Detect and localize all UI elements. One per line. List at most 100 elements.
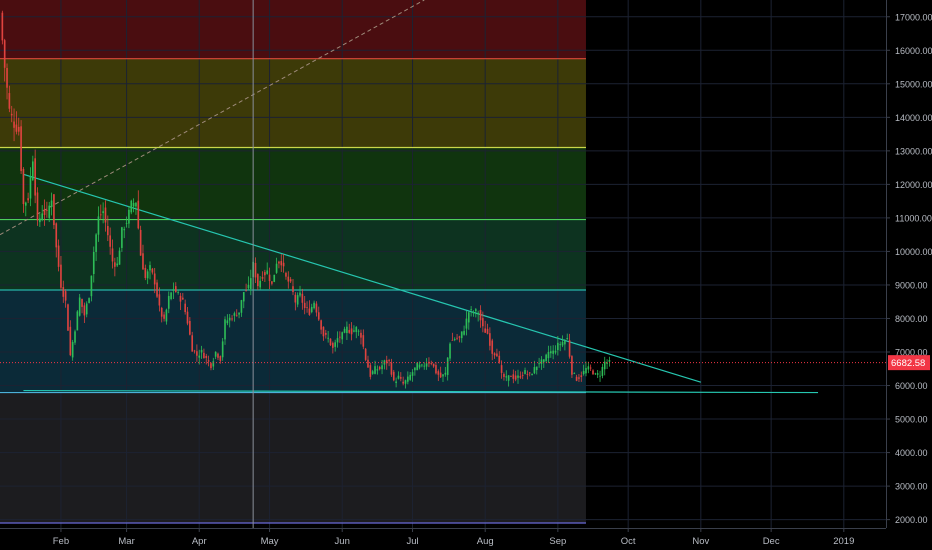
candle-body — [268, 274, 271, 282]
candle-body — [165, 309, 168, 322]
candle-body — [425, 363, 428, 367]
candle-body — [371, 371, 374, 374]
candle-body — [390, 362, 393, 375]
candle-body — [196, 351, 198, 356]
support-line[interactable] — [23, 389, 819, 394]
candle-body — [472, 312, 475, 314]
candle-body — [460, 331, 463, 339]
candle-body — [310, 306, 313, 313]
candle-body — [493, 353, 496, 356]
candle-body — [430, 363, 433, 364]
candle-body — [261, 276, 264, 279]
candle-body — [542, 359, 545, 363]
candle-body — [552, 350, 554, 354]
candle-body — [144, 267, 147, 278]
candle-body — [575, 376, 578, 381]
candle-body — [578, 377, 580, 379]
candle-body — [198, 355, 201, 358]
x-tick-label: Dec — [763, 536, 780, 547]
candle-body — [233, 313, 236, 316]
candle-body — [224, 319, 226, 340]
candle-body — [603, 361, 606, 370]
candle-body — [74, 331, 76, 343]
candle-body — [20, 126, 22, 172]
x-tick-label: Mar — [118, 536, 134, 547]
y-tick-label: 11000.00 — [895, 213, 932, 223]
candle-body — [446, 357, 449, 375]
candle-body — [580, 375, 583, 378]
candle-body — [456, 337, 458, 339]
candle-body — [191, 335, 194, 352]
candle-body — [228, 317, 231, 321]
candle-body — [498, 355, 501, 363]
candle-body — [606, 362, 608, 364]
candle-body — [449, 343, 451, 359]
candle-body — [85, 303, 88, 315]
candle-body — [189, 320, 191, 335]
time-axis-bg — [0, 528, 886, 550]
candle-body — [381, 365, 383, 370]
candle-body — [479, 310, 482, 321]
x-tick-label: Apr — [192, 536, 207, 547]
y-tick-label: 8000.00 — [895, 314, 928, 324]
candle-body — [205, 355, 208, 358]
candle-body — [517, 375, 519, 378]
candle-body — [528, 372, 531, 374]
fib-zone-4 — [0, 289, 586, 393]
candle-body — [444, 372, 447, 375]
candle-body — [39, 218, 41, 223]
candle-body — [416, 362, 419, 371]
candle-body — [407, 376, 409, 382]
candle-body — [538, 363, 540, 365]
candle-body — [601, 367, 604, 376]
candle-body — [177, 292, 179, 293]
candle-body — [184, 303, 186, 313]
candle-body — [254, 262, 257, 278]
price-axis-bg — [886, 0, 932, 550]
fib-zone-5 — [0, 392, 586, 523]
candle-body — [512, 374, 515, 379]
candle-body — [193, 350, 196, 352]
candle-body — [514, 375, 517, 380]
candle-body — [95, 234, 97, 252]
overlay — [0, 0, 886, 528]
candle-body — [67, 304, 69, 331]
candle-body — [200, 349, 203, 353]
candle-body — [477, 312, 479, 315]
candle-body — [315, 303, 318, 313]
candle-body — [278, 261, 280, 264]
candle-body — [524, 370, 526, 374]
candle-body — [60, 264, 62, 288]
candle-body — [149, 265, 151, 271]
candle-body — [125, 223, 128, 224]
time-axis[interactable]: Feb Mar Apr May Jun Jul Aug Sep Oct Nov Dec 2019 — [0, 528, 886, 550]
candle-body — [104, 207, 107, 223]
candle-body — [467, 312, 470, 323]
candle-body — [428, 361, 430, 364]
candle-body — [486, 328, 489, 334]
candle-body — [62, 287, 65, 297]
candle-body — [378, 366, 381, 370]
candle-body — [139, 229, 142, 256]
candle-body — [343, 328, 346, 333]
candle-body — [589, 367, 592, 369]
candle-body — [510, 376, 512, 377]
candle-body — [247, 284, 250, 289]
candle-body — [329, 338, 332, 346]
candle-body — [474, 309, 477, 312]
candle-body — [327, 337, 329, 339]
candle-body — [303, 302, 306, 308]
candle-body — [313, 302, 315, 309]
price-axis[interactable]: 17000.00 16000.00 15000.00 14000.00 13000.00… — [886, 0, 932, 550]
candle-body — [353, 330, 355, 332]
y-tick-label: 5000.00 — [895, 415, 928, 425]
candle-body — [116, 263, 119, 266]
projection-line[interactable] — [0, 0, 425, 236]
candle-body — [482, 318, 484, 327]
candle-body — [402, 381, 404, 384]
candle-body — [392, 371, 395, 381]
candle-body — [271, 281, 273, 284]
candle-body — [285, 272, 287, 277]
